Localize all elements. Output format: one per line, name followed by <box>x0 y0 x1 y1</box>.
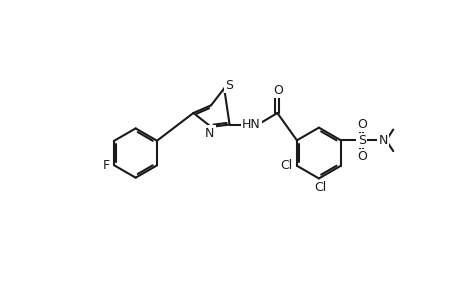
Text: Cl: Cl <box>280 159 291 172</box>
Text: O: O <box>273 84 282 97</box>
Text: N: N <box>204 127 214 140</box>
Text: O: O <box>356 118 366 131</box>
Text: F: F <box>103 159 110 172</box>
Text: S: S <box>224 79 232 92</box>
Text: Cl: Cl <box>313 181 326 194</box>
Text: N: N <box>378 134 387 147</box>
Text: S: S <box>357 134 365 147</box>
Text: O: O <box>356 150 366 163</box>
Text: HN: HN <box>241 118 260 131</box>
